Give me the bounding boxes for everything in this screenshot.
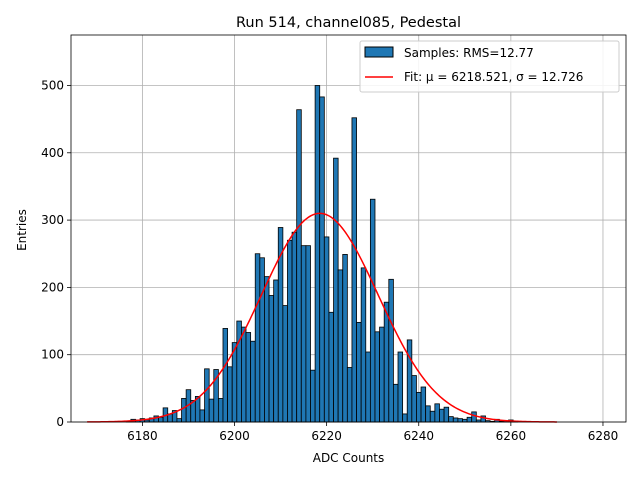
histogram-bar [287,239,293,423]
histogram-bar [176,418,182,423]
histogram-bar [217,398,224,423]
x-tick-label: 6180 [127,429,158,443]
histogram-bar [328,311,334,423]
y-tick-label: 0 [56,415,64,429]
histogram-bars [125,85,519,423]
histogram-bar [342,254,348,423]
histogram-bar [259,257,265,423]
y-tick-label: 100 [41,348,64,362]
histogram-bar [158,416,164,423]
histogram-bar [333,157,339,423]
histogram-bar [231,342,238,423]
y-tick-label: 300 [41,213,64,227]
legend-hist-label: Samples: RMS=12.77 [404,46,534,60]
histogram-bar [250,340,256,423]
histogram-bar [416,391,422,423]
histogram-bar [434,403,440,423]
histogram-bar [471,411,477,423]
histogram-bar [383,301,390,423]
histogram-bar [420,386,427,423]
histogram-bar [443,406,450,423]
histogram-bar [452,417,459,423]
histogram-bar [310,369,316,423]
histogram-bar [314,85,321,423]
histogram-bar [379,326,385,423]
histogram-bar [356,321,362,423]
legend-hist-swatch [364,46,394,58]
histogram-bar [346,367,353,423]
histogram-bar [241,326,247,423]
histogram-bar [204,368,210,423]
histogram-bar [374,331,380,423]
histogram-bar [245,332,252,423]
legend-fit-label: Fit: μ = 6218.521, σ = 12.726 [404,70,583,84]
histogram-bar [236,320,242,423]
histogram-bar [264,276,270,423]
histogram-bar [291,231,298,423]
histogram-bar [369,198,376,423]
histogram-bar [429,410,436,423]
plot-frame [70,34,627,423]
histogram-bar [448,416,454,423]
histogram-bar [397,351,404,423]
histogram-bar [462,418,468,423]
histogram-bar [337,269,344,423]
histogram-bar [181,398,187,423]
histogram-bar [365,351,371,423]
y-axis-label: Entries [15,209,29,251]
x-axis-label: ADC Counts [313,451,385,465]
x-tick-label: 6200 [219,429,250,443]
gaussian-fit-curve [87,212,557,423]
x-tick-label: 6220 [311,429,342,443]
chart-title: Run 514, channel085, Pedestal [236,15,461,31]
histogram-bar [319,96,325,423]
histogram-bar [296,109,302,423]
axis-ticks: 6180 6200 6220 6240 6260 6280 0 100 200 300 400 500 [41,78,618,443]
y-tick-label: 200 [41,280,64,294]
histogram-bar [439,408,445,423]
legend: Samples: RMS=12.77 Fit: μ = 6218.521, σ … [359,40,620,93]
histogram-bar [208,398,215,423]
histogram-bar [268,295,275,423]
histogram-bar [199,409,205,423]
histogram-bar [393,383,399,423]
y-tick-label: 400 [41,146,64,160]
histogram-bar [273,279,279,423]
histogram-bar [411,375,417,423]
y-tick-label: 500 [41,78,64,92]
histogram-bar [360,267,367,423]
histogram-bar [300,245,307,423]
histogram-bar [425,405,431,423]
histogram-bar [305,245,311,423]
histogram-bar [254,253,261,423]
histogram-bar [227,366,233,423]
histogram-bar [406,339,413,423]
grid [71,35,626,423]
x-tick-label: 6280 [588,429,619,443]
legend-box [359,40,620,93]
histogram-bar [323,236,330,423]
histogram-bar [222,328,228,423]
histogram-bar [457,418,463,423]
x-tick-label: 6240 [403,429,434,443]
histogram-bar [402,413,408,423]
histogram-bar [351,117,357,423]
x-tick-label: 6260 [496,429,527,443]
histogram-bar [282,305,288,423]
histogram-bar [466,416,473,423]
histogram-bar [388,278,394,423]
